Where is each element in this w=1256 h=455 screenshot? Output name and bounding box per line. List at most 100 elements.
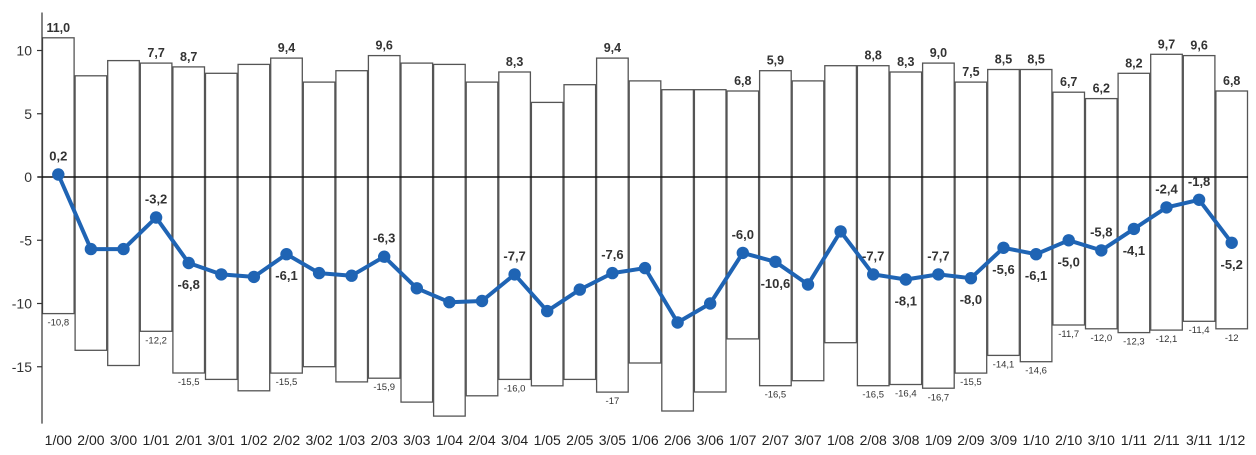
- x-tick-label: 1/08: [827, 432, 854, 448]
- bar-top-label: 6,8: [734, 74, 751, 88]
- range-bar: [204, 72, 238, 381]
- x-tick-label: 1/01: [142, 432, 169, 448]
- range-bar: [400, 62, 434, 403]
- series-point: [149, 211, 163, 224]
- bar-bottom-label: -16,5: [862, 390, 884, 401]
- series-point: [932, 268, 945, 281]
- range-bar: [1182, 54, 1216, 322]
- bar-top-label: 6,8: [1223, 74, 1240, 88]
- range-bar: [432, 63, 466, 417]
- bar-top-label: 5,9: [767, 54, 784, 68]
- bar-top-label: 7,5: [962, 65, 979, 79]
- bar-top-label: 9,6: [1190, 39, 1207, 53]
- bar-top-label: 11,0: [46, 21, 70, 35]
- series-point-label: -5,8: [1090, 224, 1112, 239]
- range-bar: [791, 80, 825, 382]
- bar-bottom-label: -15,5: [276, 377, 298, 388]
- series-point-label: -7,7: [503, 248, 525, 263]
- range-bar: [595, 57, 629, 393]
- bar-bottom-label: -14,1: [993, 359, 1015, 370]
- range-bar: [1084, 97, 1118, 330]
- x-tick-label: 2/09: [957, 432, 984, 448]
- range-bar: [693, 89, 727, 393]
- labels-group: 11,0 -10,8 7,7 -12,2 8,7 -15,5 9,4 -15,5 9,6 -15,…: [46, 21, 1242, 407]
- x-tick-label: 2/11: [1153, 432, 1179, 448]
- series-point: [475, 294, 489, 308]
- series-point: [801, 278, 815, 291]
- series-point: [1160, 201, 1173, 214]
- x-tick-label: 1/10: [1022, 432, 1049, 448]
- x-tick-label: 3/02: [305, 432, 332, 448]
- x-tick-label: 2/10: [1055, 432, 1082, 448]
- bar-bottom-label: -12,1: [1156, 334, 1178, 345]
- series-point: [769, 255, 782, 268]
- range-bar: [824, 65, 858, 344]
- series-point: [899, 273, 912, 286]
- x-tick-label: 1/05: [534, 432, 561, 448]
- series-point-label: -3,2: [145, 192, 167, 207]
- series-point: [182, 256, 195, 270]
- series-point-label: -4,1: [1123, 243, 1145, 258]
- x-tick-label: 3/10: [1088, 432, 1115, 448]
- series-point: [541, 304, 554, 318]
- bar-bottom-label: -16,4: [895, 389, 917, 400]
- range-bar: [987, 68, 1020, 357]
- bars-group: [41, 37, 1249, 417]
- x-tick-label: 1/03: [338, 432, 365, 448]
- series-point-label: -6,3: [373, 231, 395, 246]
- bar-bottom-label: -12: [1225, 333, 1239, 344]
- series-point-label: -7,7: [927, 248, 949, 263]
- x-tick-label: 3/11: [1186, 432, 1212, 448]
- x-tick-label: 1/09: [925, 432, 952, 448]
- series-point: [573, 283, 586, 296]
- x-tick-label: 2/03: [371, 432, 398, 448]
- range-bar: [758, 70, 792, 387]
- bar-bottom-label: -11,4: [1189, 325, 1210, 336]
- x-tick-label: 1/07: [729, 432, 756, 448]
- axis-group: 10 5 0 -5 -10 -15 1/00 2/00 3/00 1/01 2/01 3/01 1/02…: [12, 12, 1248, 448]
- series-point-label: -2,4: [1155, 181, 1178, 196]
- y-tick-label: -15: [12, 359, 32, 375]
- x-tick-label: 3/04: [501, 432, 528, 448]
- x-tick-label: 3/09: [990, 432, 1017, 448]
- bar-bottom-label: -12,3: [1123, 337, 1145, 348]
- range-bar: [889, 71, 923, 386]
- bar-top-label: 7,7: [147, 46, 164, 60]
- range-bar: [726, 90, 760, 340]
- y-tick-label: -5: [20, 232, 33, 248]
- bar-bottom-label: -15,5: [178, 377, 200, 388]
- series-point-label: -6,8: [177, 277, 199, 292]
- range-bar: [302, 81, 336, 368]
- series-point-label: -1,8: [1188, 174, 1210, 189]
- range-bar: [172, 66, 206, 374]
- series-point: [52, 168, 65, 181]
- range-bar: [1052, 91, 1086, 326]
- x-tick-label: 3/00: [110, 432, 137, 448]
- y-tick-label: 0: [24, 169, 32, 185]
- x-tick-label: 2/04: [468, 432, 495, 448]
- series-point: [1192, 193, 1206, 206]
- x-tick-label: 2/02: [273, 432, 300, 448]
- x-tick-label: 3/03: [403, 432, 430, 448]
- series-point-label: -8,0: [960, 292, 982, 307]
- series-point: [117, 242, 130, 256]
- y-tick-label: -10: [12, 296, 32, 312]
- range-bar: [74, 75, 108, 351]
- bar-top-label: 6,2: [1093, 82, 1110, 96]
- series-point: [867, 268, 880, 281]
- x-tick-label: 2/01: [175, 432, 202, 448]
- bar-bottom-label: -16,5: [765, 390, 787, 401]
- series-point: [280, 248, 293, 261]
- range-bar: [530, 101, 564, 387]
- bar-top-label: 8,7: [180, 50, 197, 64]
- x-tick-label: 1/00: [45, 432, 72, 448]
- bar-top-label: 9,7: [1158, 37, 1175, 51]
- bar-top-label: 8,5: [1027, 53, 1044, 67]
- range-bar: [367, 54, 401, 379]
- bar-top-label: 8,2: [1125, 56, 1142, 70]
- range-bar: [1019, 68, 1053, 363]
- x-tick-label: 2/08: [860, 432, 887, 448]
- range-bar: [1117, 72, 1151, 334]
- range-bar: [139, 62, 173, 332]
